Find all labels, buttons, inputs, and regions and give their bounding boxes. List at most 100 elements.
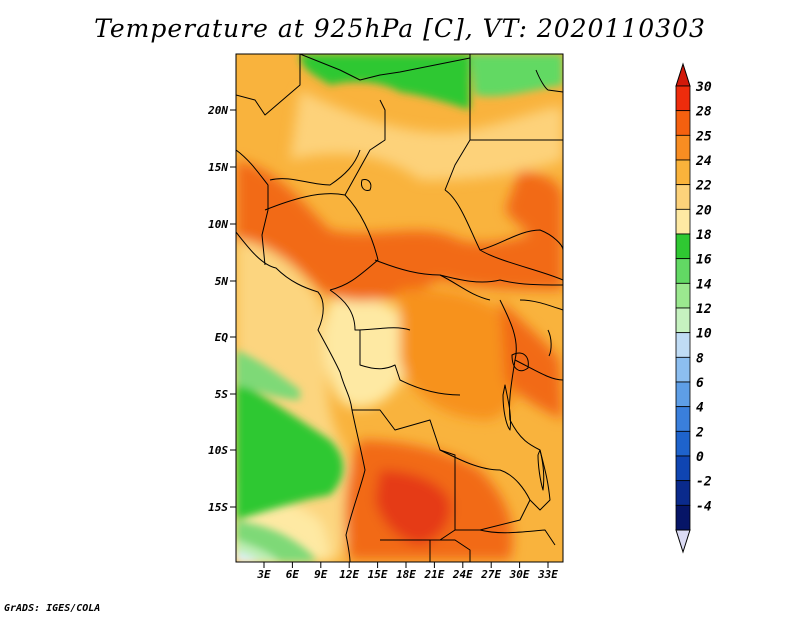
colorbar-label: 25: [695, 129, 712, 144]
colorbar-label: 12: [696, 302, 712, 317]
lake-tanganyika: [502, 384, 511, 431]
border-uganda-kenya: [519, 299, 563, 311]
colorbar-swatch: [675, 85, 691, 112]
border-niger-nigeria-top: [269, 149, 361, 186]
lon-label: 24E: [452, 568, 473, 581]
lat-label: 10S: [208, 444, 228, 457]
colorbar-swatch: [675, 282, 691, 309]
colorbar-label: 22: [695, 179, 712, 194]
border-drc-east: [499, 299, 541, 451]
colorbar-label: 18: [696, 228, 712, 243]
colorbar-swatch: [675, 159, 691, 186]
lon-label: 6E: [286, 568, 300, 581]
colorbar-label: -2: [696, 475, 712, 490]
colorbar-label: 4: [696, 401, 704, 416]
lake-chad: [361, 179, 372, 191]
colorbar-swatch: [675, 480, 691, 506]
footer-credit: GrADS: IGES/COLA: [4, 603, 101, 614]
lightgreen-atlantic: [236, 350, 300, 400]
green-ne: [470, 54, 563, 97]
colorbar-label: 2: [695, 425, 704, 440]
colorbar-label: 30: [695, 80, 712, 95]
borders: [236, 54, 563, 562]
colorbar-swatch: [675, 134, 691, 161]
border-congo: [359, 330, 461, 396]
colorbar-label: 0: [696, 450, 704, 465]
colorbar-label: -4: [696, 499, 712, 514]
border-libya-egypt: [444, 54, 471, 191]
lon-label: 18E: [396, 568, 416, 581]
colorbar-label: 28: [695, 105, 712, 120]
colorbar-swatch: [675, 110, 691, 136]
colorbar-label: 16: [696, 253, 712, 268]
colorbar-swatch: [675, 455, 691, 482]
border-mali-algeria: [236, 54, 301, 116]
temperature-field: [236, 54, 563, 562]
colorbar-swatch: [675, 430, 691, 457]
lat-label: 15S: [208, 501, 228, 514]
colorbar-swatch: [675, 381, 691, 408]
lon-label: 3E: [256, 568, 271, 581]
green-atlantic: [236, 380, 344, 520]
sinai-coast: [535, 69, 563, 93]
lat-label: 15N: [208, 161, 228, 174]
orange-congo: [400, 289, 524, 420]
colorbar-top-arrow: [675, 62, 691, 87]
colorbar-label: 20: [695, 203, 712, 218]
lat-label: EQ: [215, 331, 229, 344]
border-zambia: [439, 449, 531, 531]
latitude-axis: 20N 15N 10N 5N EQ 5S 10S 15S: [207, 104, 236, 514]
border-cameroon: [329, 289, 411, 331]
lon-label: 21E: [423, 568, 444, 581]
border-ethiopia: [479, 229, 563, 251]
lon-label: 30E: [509, 568, 530, 581]
orange-rift: [500, 300, 563, 420]
lon-label: 33E: [537, 568, 558, 581]
lake-malawi: [537, 449, 545, 491]
border-chad-car: [374, 259, 491, 301]
bluetint-sw: [236, 552, 260, 562]
colorbar-label: 8: [696, 351, 704, 366]
colorbar-label: 10: [696, 327, 712, 342]
border-botswana: [430, 539, 471, 562]
border-south-sudan: [439, 274, 563, 286]
colorbar-label: 14: [696, 277, 712, 292]
colorbar-swatch: [675, 332, 691, 358]
border-niger-chad: [344, 99, 386, 196]
colorbar-swatch: [675, 307, 691, 334]
cream-band-north: [290, 90, 563, 180]
colorbar-swatch: [675, 406, 691, 432]
lon-label: 27E: [480, 568, 501, 581]
lon-label: 12E: [339, 568, 359, 581]
colorbar-swatch: [675, 504, 691, 531]
warm-east: [505, 170, 563, 250]
map-frame: [235, 53, 564, 563]
lon-label: 15E: [368, 568, 388, 581]
lake-victoria: [511, 352, 529, 372]
colorbar-label: 6: [696, 376, 704, 391]
green-sahara: [300, 54, 470, 110]
lat-label: 20N: [207, 104, 228, 117]
colorbar-swatch: [675, 233, 691, 260]
colorbar-swatch: [675, 258, 691, 284]
hot-south: [375, 470, 451, 545]
colorbar-swatch: [675, 208, 691, 235]
chart-title: Temperature at 925hPa [C], VT: 202011030…: [94, 14, 706, 43]
cream-central: [323, 297, 412, 408]
border-zim: [479, 529, 556, 546]
colorbar-label: 24: [695, 154, 712, 169]
border-westafrica: [236, 149, 269, 266]
lat-label: 5N: [215, 275, 229, 288]
border-tanzania: [514, 359, 563, 381]
colorbar-swatch: [675, 184, 691, 210]
lon-label: 9E: [314, 568, 328, 581]
coastline: [236, 231, 366, 562]
longitude-axis: 3E 6E 9E 12E 15E 18E 21E 24E 27E 30E 33E: [256, 562, 558, 581]
lat-label: 5S: [215, 388, 229, 401]
colorbar-bottom-arrow: [675, 529, 691, 554]
warm-sahel: [236, 160, 563, 301]
colorbar-swatch: [675, 356, 691, 383]
border-algeria-libya: [299, 54, 471, 81]
